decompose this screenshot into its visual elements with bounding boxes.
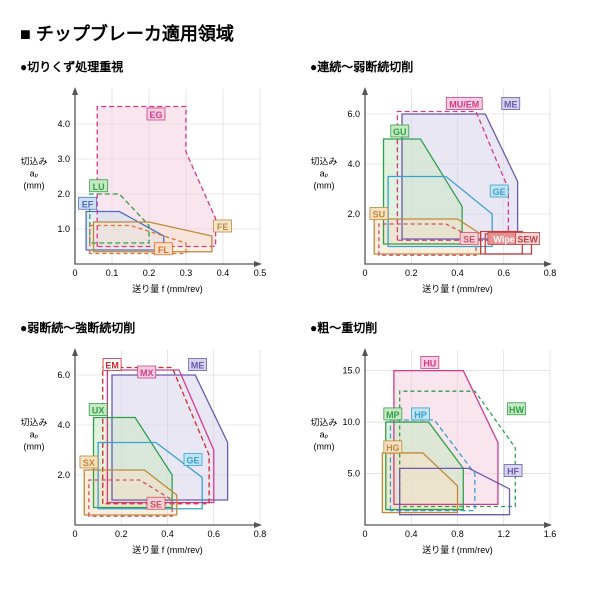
svg-text:aₚ: aₚ: [320, 430, 329, 440]
svg-text:0.8: 0.8: [254, 529, 267, 539]
svg-text:送り量 f (mm/rev): 送り量 f (mm/rev): [132, 544, 203, 555]
svg-text:0.6: 0.6: [497, 268, 510, 278]
svg-text:0.2: 0.2: [405, 268, 418, 278]
svg-text:(mm): (mm): [314, 181, 335, 191]
svg-text:0: 0: [72, 529, 77, 539]
svg-text:5.0: 5.0: [347, 469, 360, 479]
svg-text:1.2: 1.2: [497, 529, 510, 539]
svg-text:2.0: 2.0: [57, 189, 70, 199]
svg-text:MU/EM: MU/EM: [449, 100, 479, 110]
svg-text:0.4: 0.4: [405, 529, 418, 539]
svg-text:GU: GU: [393, 127, 407, 137]
svg-text:HP: HP: [414, 410, 427, 420]
charts-grid: ●切りくず処理重視 0 0.1 0.2 0.3 0.4 0.5 1.0 2.0 3.0 4.0 EG L…: [20, 58, 580, 570]
svg-text:SU: SU: [373, 210, 386, 220]
svg-text:切込み: 切込み: [310, 157, 337, 167]
svg-text:15.0: 15.0: [342, 366, 360, 376]
svg-text:0.5: 0.5: [254, 268, 267, 278]
svg-text:(mm): (mm): [24, 442, 45, 452]
chart-title: ●切りくず処理重視: [20, 58, 290, 75]
svg-text:ME: ME: [191, 361, 205, 371]
svg-text:0.2: 0.2: [115, 529, 128, 539]
svg-text:4.0: 4.0: [57, 119, 70, 129]
svg-text:0.4: 0.4: [451, 268, 464, 278]
svg-text:SE: SE: [150, 499, 162, 509]
svg-text:送り量 f (mm/rev): 送り量 f (mm/rev): [422, 544, 493, 555]
svg-text:切込み: 切込み: [310, 418, 337, 428]
svg-text:6.0: 6.0: [57, 370, 70, 380]
svg-text:MP: MP: [386, 410, 400, 420]
svg-text:Wiper: Wiper: [493, 235, 518, 245]
svg-text:FL: FL: [158, 245, 169, 255]
svg-text:0.4: 0.4: [161, 529, 174, 539]
chart-panel: ●切りくず処理重視 0 0.1 0.2 0.3 0.4 0.5 1.0 2.0 3.0 4.0 EG L…: [20, 58, 290, 309]
svg-text:HU: HU: [423, 358, 436, 368]
svg-text:3.0: 3.0: [57, 154, 70, 164]
svg-text:(mm): (mm): [24, 181, 45, 191]
chart-title: ●連続～弱断続切削: [310, 58, 580, 75]
chart-title: ●弱断続～強断続切削: [20, 319, 290, 336]
svg-text:EM: EM: [105, 361, 119, 371]
main-title: ■ チップブレーカ適用領域: [20, 20, 580, 46]
svg-text:0.1: 0.1: [106, 268, 119, 278]
svg-text:切込み: 切込み: [20, 418, 47, 428]
chart-title: ●粗～重切削: [310, 319, 580, 336]
svg-text:2.0: 2.0: [347, 209, 360, 219]
svg-text:HW: HW: [509, 405, 524, 415]
svg-text:4.0: 4.0: [57, 420, 70, 430]
svg-text:送り量 f (mm/rev): 送り量 f (mm/rev): [132, 283, 203, 294]
svg-text:ME: ME: [504, 100, 518, 110]
svg-text:UX: UX: [92, 406, 105, 416]
svg-text:aₚ: aₚ: [30, 430, 39, 440]
svg-text:EG: EG: [149, 110, 162, 120]
svg-text:0: 0: [72, 268, 77, 278]
svg-text:aₚ: aₚ: [320, 169, 329, 179]
svg-text:切込み: 切込み: [20, 157, 47, 167]
svg-text:0.8: 0.8: [451, 529, 464, 539]
svg-text:SE: SE: [463, 235, 475, 245]
svg-text:0.3: 0.3: [180, 268, 193, 278]
chart-panel: ●連続～弱断続切削 0 0.2 0.4 0.6 0.8 2.0 4.0 6.0 ME MU/EM GU…: [310, 58, 580, 309]
chart-panel: ●粗～重切削 0 0.4 0.8 1.2 1.6 5.0 10.0 15.0 HU HW MP HP HG…: [310, 319, 580, 570]
chart-panel: ●弱断続～強断続切削 0 0.2 0.4 0.6 0.8 2.0 4.0 6.0 ME MX EM UX…: [20, 319, 290, 570]
chart-svg: 0 0.4 0.8 1.2 1.6 5.0 10.0 15.0 HU HW MP HP HG HF 送り量 …: [310, 340, 570, 570]
chart-svg: 0 0.2 0.4 0.6 0.8 2.0 4.0 6.0 ME MX EM UX GE SX SE 送り量 …: [20, 340, 280, 570]
svg-text:0.6: 0.6: [207, 529, 220, 539]
svg-text:送り量 f (mm/rev): 送り量 f (mm/rev): [422, 283, 493, 294]
svg-text:(mm): (mm): [314, 442, 335, 452]
svg-text:1.6: 1.6: [544, 529, 557, 539]
svg-text:LU: LU: [93, 182, 105, 192]
svg-text:GE: GE: [186, 456, 199, 466]
chart-svg: 0 0.2 0.4 0.6 0.8 2.0 4.0 6.0 ME MU/EM GU GE SU SE Wip…: [310, 79, 570, 309]
svg-text:6.0: 6.0: [347, 109, 360, 119]
svg-text:EF: EF: [82, 199, 94, 209]
svg-text:0.8: 0.8: [544, 268, 557, 278]
svg-text:HG: HG: [386, 443, 400, 453]
svg-text:1.0: 1.0: [57, 224, 70, 234]
svg-text:FE: FE: [217, 222, 229, 232]
svg-text:0.4: 0.4: [217, 268, 230, 278]
svg-text:0: 0: [362, 268, 367, 278]
svg-text:GE: GE: [493, 187, 506, 197]
svg-text:aₚ: aₚ: [30, 169, 39, 179]
svg-text:SEW: SEW: [517, 235, 538, 245]
svg-text:HF: HF: [507, 467, 519, 477]
svg-text:0: 0: [362, 529, 367, 539]
svg-text:10.0: 10.0: [342, 417, 360, 427]
svg-text:MX: MX: [140, 368, 154, 378]
svg-text:SX: SX: [83, 458, 95, 468]
svg-text:4.0: 4.0: [347, 159, 360, 169]
chart-svg: 0 0.1 0.2 0.3 0.4 0.5 1.0 2.0 3.0 4.0 EG LU EF FE FL 送り…: [20, 79, 280, 309]
svg-text:0.2: 0.2: [143, 268, 156, 278]
svg-text:2.0: 2.0: [57, 470, 70, 480]
